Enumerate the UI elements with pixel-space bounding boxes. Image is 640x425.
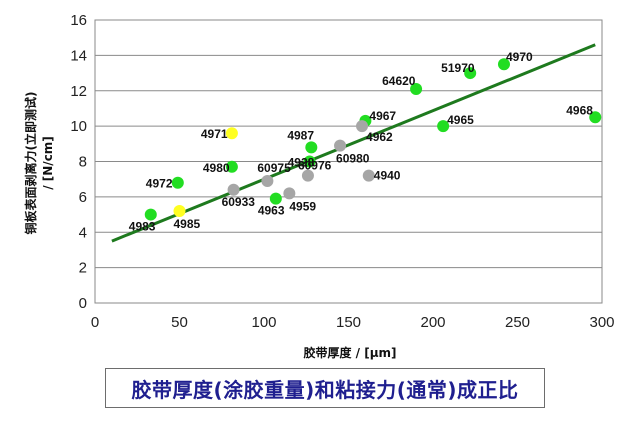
y-axis-label-line1: 铜板表面剥离力(立即测试) bbox=[23, 92, 38, 235]
point-label: 4928 bbox=[288, 156, 315, 170]
point-label: 4987 bbox=[287, 128, 314, 142]
x-axis-label: 胶带厚度 / [µm] bbox=[303, 345, 396, 360]
y-tick-labels: 0 2 4 6 8 10 12 14 16 bbox=[70, 12, 87, 312]
x-tick-label: 200 bbox=[420, 314, 445, 331]
point-label: 4963 bbox=[258, 204, 285, 218]
data-point bbox=[227, 183, 240, 196]
data-point bbox=[303, 155, 316, 168]
y-tick-label: 14 bbox=[70, 47, 87, 64]
y-tick-label: 4 bbox=[79, 224, 87, 241]
data-point bbox=[301, 169, 314, 182]
trend-line bbox=[111, 43, 596, 243]
data-point bbox=[173, 205, 186, 218]
caption-text: 胶带厚度(涂胶重量)和粘接力(通常)成正比 bbox=[131, 377, 519, 402]
data-point bbox=[225, 127, 238, 140]
x-tick-label: 100 bbox=[251, 314, 276, 331]
data-point bbox=[269, 192, 282, 205]
point-label: 60933 bbox=[222, 195, 256, 209]
data-point bbox=[283, 187, 296, 200]
data-point bbox=[437, 120, 450, 133]
data-point bbox=[464, 67, 477, 80]
x-tick-label: 0 bbox=[91, 314, 99, 331]
point-label: 4968 bbox=[566, 103, 593, 117]
data-points bbox=[144, 58, 602, 221]
data-point bbox=[334, 139, 347, 152]
x-tick-label: 50 bbox=[171, 314, 188, 331]
x-tick-label: 300 bbox=[589, 314, 614, 331]
point-label: 60975 bbox=[257, 161, 291, 175]
point-label: 64620 bbox=[382, 74, 416, 88]
point-label: 4983 bbox=[129, 220, 156, 234]
point-label: 4980 bbox=[203, 161, 230, 175]
y-tick-label: 2 bbox=[79, 260, 87, 277]
point-label: 4962 bbox=[366, 130, 393, 144]
point-label: 4972 bbox=[146, 177, 173, 191]
y-tick-label: 8 bbox=[79, 154, 87, 171]
point-label: 51970 bbox=[441, 61, 475, 75]
point-label: 4985 bbox=[174, 217, 201, 231]
y-axis-label-line2: / [N/cm] bbox=[41, 136, 55, 190]
data-point bbox=[497, 58, 510, 71]
data-point bbox=[356, 120, 369, 133]
data-point bbox=[589, 111, 602, 124]
point-label: 4940 bbox=[374, 169, 401, 183]
data-point bbox=[225, 160, 238, 173]
gridlines bbox=[95, 19, 602, 304]
point-labels: 4983 4985 4972 4971 4980 60933 60975 4963 4959 60… bbox=[129, 50, 593, 233]
data-point bbox=[410, 82, 423, 95]
point-label: 4971 bbox=[201, 127, 228, 141]
y-tick-label: 10 bbox=[70, 118, 87, 135]
point-label: 4967 bbox=[369, 109, 396, 123]
point-label: 4965 bbox=[447, 113, 474, 127]
point-label: 60980 bbox=[336, 152, 370, 166]
y-tick-label: 12 bbox=[70, 83, 87, 100]
x-tick-label: 250 bbox=[505, 314, 530, 331]
data-point bbox=[171, 176, 184, 189]
x-tick-label: 150 bbox=[336, 314, 361, 331]
data-point bbox=[144, 208, 157, 221]
point-label: 4959 bbox=[289, 199, 316, 213]
data-point bbox=[261, 174, 274, 187]
data-point bbox=[305, 141, 318, 154]
y-tick-label: 16 bbox=[70, 12, 87, 29]
point-label: 60976 bbox=[298, 159, 332, 173]
data-point bbox=[362, 169, 375, 182]
x-tick-labels: 0 50 100 150 200 250 300 bbox=[91, 314, 615, 331]
caption-box: 胶带厚度(涂胶重量)和粘接力(通常)成正比 bbox=[105, 368, 545, 408]
y-tick-label: 6 bbox=[79, 189, 87, 206]
point-label: 4970 bbox=[506, 50, 533, 64]
y-tick-label: 0 bbox=[79, 295, 87, 312]
